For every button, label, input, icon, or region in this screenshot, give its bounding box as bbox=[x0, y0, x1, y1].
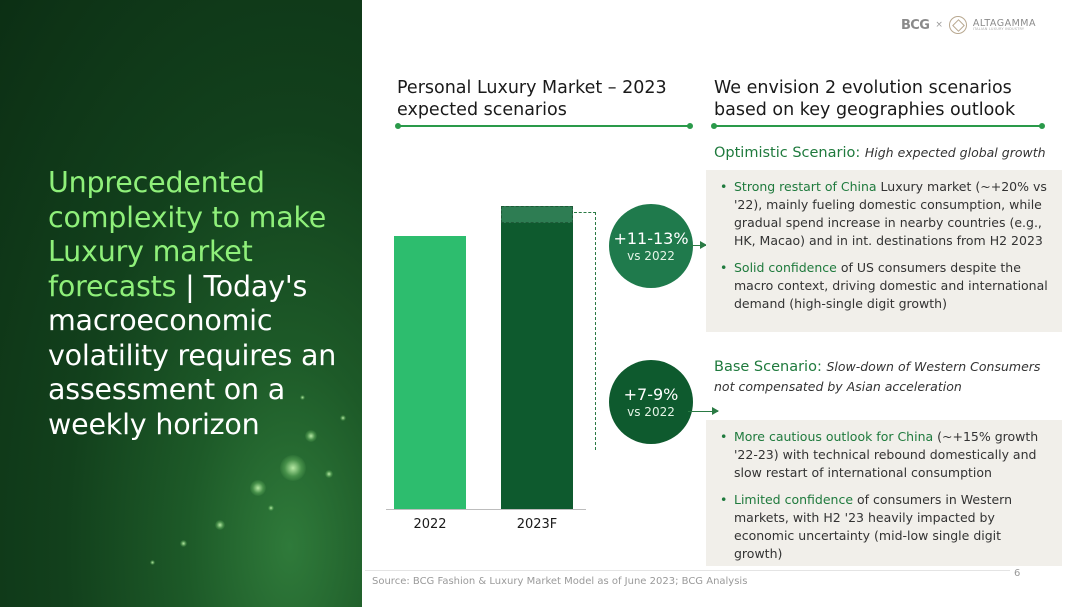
bar-2022 bbox=[394, 236, 466, 509]
base-title-label: Base Scenario: bbox=[714, 359, 822, 375]
sparkle-decoration bbox=[325, 470, 333, 478]
bar-2023f bbox=[501, 223, 573, 509]
sparkle-decoration bbox=[180, 540, 187, 547]
connector-vertical bbox=[595, 212, 596, 450]
optimistic-scenario-box: Strong restart of China Luxury market (~… bbox=[706, 170, 1062, 332]
base-growth-vs: vs 2022 bbox=[627, 404, 675, 419]
sparkle-decoration bbox=[150, 560, 155, 565]
bcg-logo: BCG bbox=[900, 17, 930, 33]
headline-rest: Today's macroeconomic volatility require… bbox=[48, 269, 337, 441]
sparkle-decoration bbox=[300, 395, 305, 400]
headline-separator: | bbox=[176, 269, 204, 303]
slide-headline: Unprecedented complexity to make Luxury … bbox=[48, 166, 348, 442]
base-growth-value: +7-9% bbox=[623, 384, 679, 404]
sparkle-decoration bbox=[340, 415, 346, 421]
source-note: Source: BCG Fashion & Luxury Market Mode… bbox=[372, 576, 748, 587]
bullet-emphasis: Strong restart of China bbox=[734, 179, 877, 194]
logos: BCG × ALTAGAMMA ITALIAN LUXURY INDUSTRY bbox=[901, 16, 1036, 34]
sparkle-decoration bbox=[250, 480, 266, 496]
sparkle-decoration bbox=[268, 505, 274, 511]
optimistic-bullet: Solid confidence of US consumers despite… bbox=[718, 259, 1052, 313]
sparkle-decoration bbox=[305, 430, 317, 442]
x-label-2022: 2022 bbox=[413, 517, 447, 532]
footer-divider bbox=[365, 570, 1010, 571]
scenarios-section-divider bbox=[711, 123, 1045, 128]
logo-separator: × bbox=[935, 20, 943, 30]
base-arrow bbox=[688, 405, 719, 417]
bullet-text: (~+15% growth '22-23) with technical reb… bbox=[734, 429, 1039, 480]
optimistic-growth-circle: +11-13% vs 2022 bbox=[609, 204, 693, 288]
altagamma-logo-subtext: ITALIAN LUXURY INDUSTRY bbox=[972, 27, 1025, 31]
altagamma-logo-text: ALTAGAMMA bbox=[972, 17, 1036, 29]
base-bullet: More cautious outlook for China (~+15% g… bbox=[718, 428, 1052, 482]
chart-x-axis bbox=[386, 509, 586, 510]
market-bar-chart: 2022 2023F bbox=[372, 140, 712, 550]
headline-highlight: Unprecedented complexity to make Luxury … bbox=[48, 166, 327, 303]
sparkle-decoration bbox=[215, 520, 225, 530]
base-scenario-box: More cautious outlook for China (~+15% g… bbox=[706, 420, 1062, 566]
optimistic-growth-vs: vs 2022 bbox=[627, 248, 675, 263]
chart-section-title: Personal Luxury Market – 2023 expected s… bbox=[397, 78, 667, 120]
optimistic-subtitle: High expected global growth bbox=[864, 145, 1046, 160]
x-label-2023f: 2023F bbox=[516, 517, 558, 532]
page-number: 6 bbox=[1014, 568, 1021, 579]
base-bullet: Limited confidence of consumers in Weste… bbox=[718, 491, 1052, 563]
base-scenario-title: Base Scenario: Slow-down of Western Cons… bbox=[714, 357, 1054, 397]
bullet-emphasis: Solid confidence bbox=[734, 260, 837, 275]
sparkle-decoration bbox=[280, 455, 306, 481]
bullet-text: of consumers in Western markets, with H2… bbox=[734, 492, 1013, 561]
bullet-text: of US consumers despite the macro contex… bbox=[734, 260, 1048, 311]
optimistic-bullet: Strong restart of China Luxury market (~… bbox=[718, 178, 1052, 250]
left-hero-panel: Unprecedented complexity to make Luxury … bbox=[0, 0, 362, 607]
connector-top-horizontal bbox=[574, 212, 596, 213]
chart-section-divider bbox=[395, 123, 693, 128]
altagamma-emblem-icon bbox=[948, 16, 967, 34]
base-growth-circle: +7-9% vs 2022 bbox=[609, 360, 693, 444]
bullet-emphasis: Limited confidence bbox=[734, 492, 854, 507]
optimistic-title-label: Optimistic Scenario: bbox=[714, 145, 861, 161]
base-subtitle: Slow-down of Western Consumers not compe… bbox=[714, 359, 1041, 394]
bar-2023f-range bbox=[501, 206, 573, 223]
optimistic-arrow bbox=[688, 239, 707, 251]
bullet-text: Luxury market (~+20% vs '22), mainly fue… bbox=[734, 179, 1047, 248]
optimistic-scenario-title: Optimistic Scenario: High expected globa… bbox=[714, 143, 1054, 163]
optimistic-growth-value: +11-13% bbox=[613, 228, 689, 248]
altagamma-logo: ALTAGAMMA ITALIAN LUXURY INDUSTRY bbox=[972, 17, 1036, 32]
bullet-emphasis: More cautious outlook for China bbox=[734, 429, 934, 444]
scenarios-section-title: We envision 2 evolution scenarios based … bbox=[714, 78, 1016, 120]
